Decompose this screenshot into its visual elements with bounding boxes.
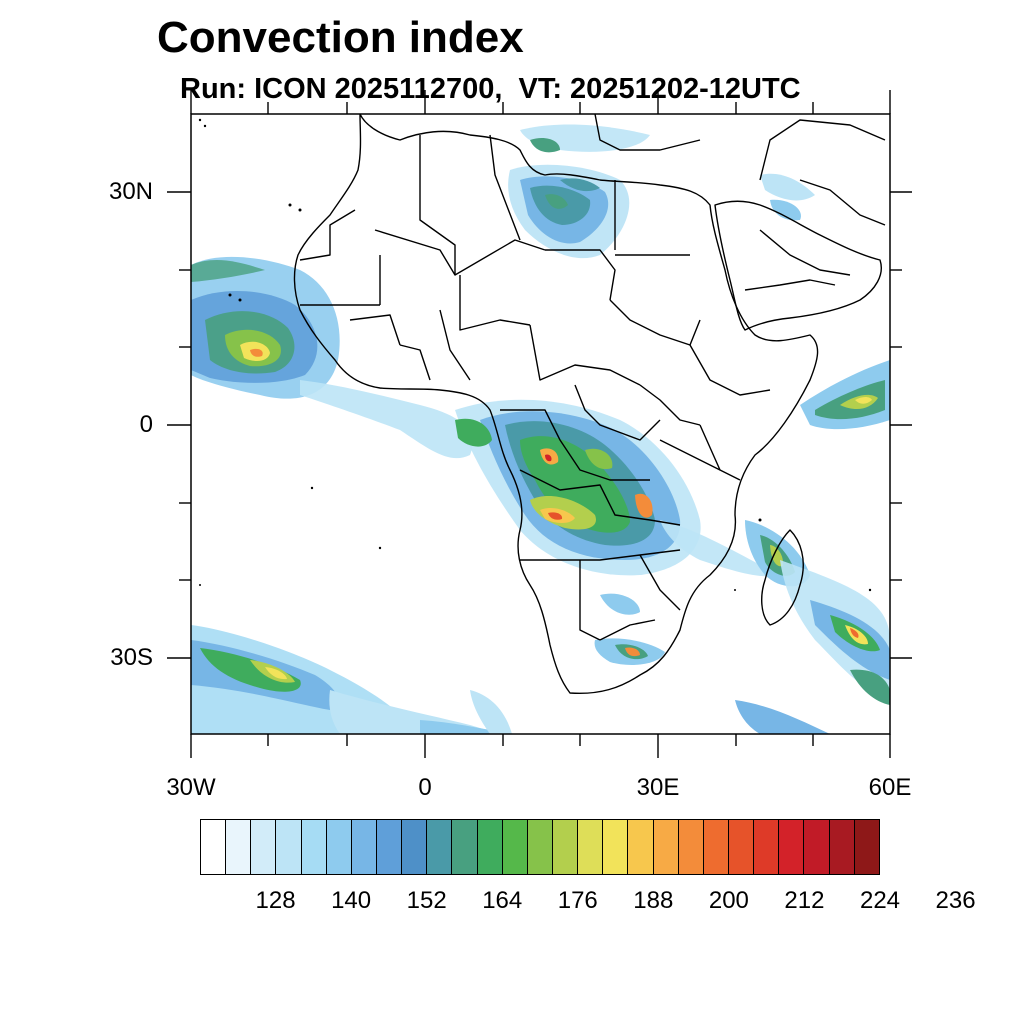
lat-label-30n: 30N	[108, 178, 153, 205]
colorbar-label-188: 188	[633, 887, 674, 914]
islands	[198, 118, 872, 592]
colorbar-swatch-17	[628, 820, 654, 874]
colorbar-label-140: 140	[331, 887, 372, 914]
convection-field-north-africa	[508, 124, 815, 259]
colorbar-swatch-9	[427, 820, 453, 874]
lat-label-30s: 30S	[110, 644, 153, 671]
colorbar-label-152: 152	[406, 887, 447, 914]
colorbar-swatch-8	[402, 820, 428, 874]
convection-field-south-atlantic	[191, 625, 512, 734]
colorbar-swatch-18	[653, 820, 679, 874]
colorbar-swatch-14	[552, 820, 579, 874]
colorbar-swatch-21	[728, 820, 755, 874]
colorbar-swatch-3	[276, 820, 302, 874]
colorbar-label-224: 224	[859, 887, 901, 914]
colorbar-swatch-1	[226, 820, 252, 874]
lat-label-0: 0	[139, 411, 153, 438]
lon-label-60e: 60E	[868, 774, 912, 801]
colorbar-swatch-2	[251, 820, 277, 874]
colorbar	[200, 819, 880, 875]
lon-label-0: 0	[418, 774, 432, 801]
arabia-outline	[714, 200, 882, 331]
colorbar-swatch-26	[854, 820, 879, 874]
convection-field-madagascar	[735, 520, 890, 734]
colorbar-swatch-22	[754, 820, 780, 874]
madagascar-outline	[761, 529, 804, 626]
colorbar-swatch-23	[779, 820, 805, 874]
convection-field-west-africa	[191, 256, 473, 459]
colorbar-swatch-7	[376, 820, 403, 874]
colorbar-label-128: 128	[255, 887, 296, 914]
colorbar-label-164: 164	[482, 887, 523, 914]
colorbar-swatch-4	[301, 820, 327, 874]
colorbar-swatch-6	[351, 820, 377, 874]
colorbar-swatch-16	[603, 820, 629, 874]
africa-coastline	[293, 114, 819, 695]
convection-field-southern-africa	[594, 520, 780, 665]
colorbar-swatch-20	[703, 820, 729, 874]
convection-field-indian-ocean	[800, 360, 890, 430]
colorbar-swatch-10	[452, 820, 478, 874]
colorbar-label-236: 236	[935, 887, 976, 914]
colorbar-swatch-25	[829, 820, 855, 874]
colorbar-swatch-11	[477, 820, 503, 874]
lon-label-30w: 30W	[166, 774, 216, 801]
colorbar-label-212: 212	[784, 887, 825, 914]
map-subtitle: Run: ICON 2025112700, VT: 20251202-12UTC	[180, 73, 801, 105]
colorbar-label-176: 176	[557, 887, 598, 914]
lon-label-30e: 30E	[636, 774, 680, 801]
colorbar-swatch-15	[578, 820, 604, 874]
colorbar-swatch-19	[678, 820, 704, 874]
land-borders	[293, 114, 886, 695]
plot-frame	[190, 113, 891, 735]
map-title: Convection index	[157, 13, 524, 62]
colorbar-swatch-0	[201, 820, 227, 874]
axis-ticks	[167, 90, 912, 758]
colorbar-swatch-5	[326, 820, 352, 874]
colorbar-swatch-24	[804, 820, 830, 874]
colorbar-label-200: 200	[708, 887, 749, 914]
colorbar-swatch-13	[527, 820, 553, 874]
colorbar-swatch-12	[502, 820, 528, 874]
